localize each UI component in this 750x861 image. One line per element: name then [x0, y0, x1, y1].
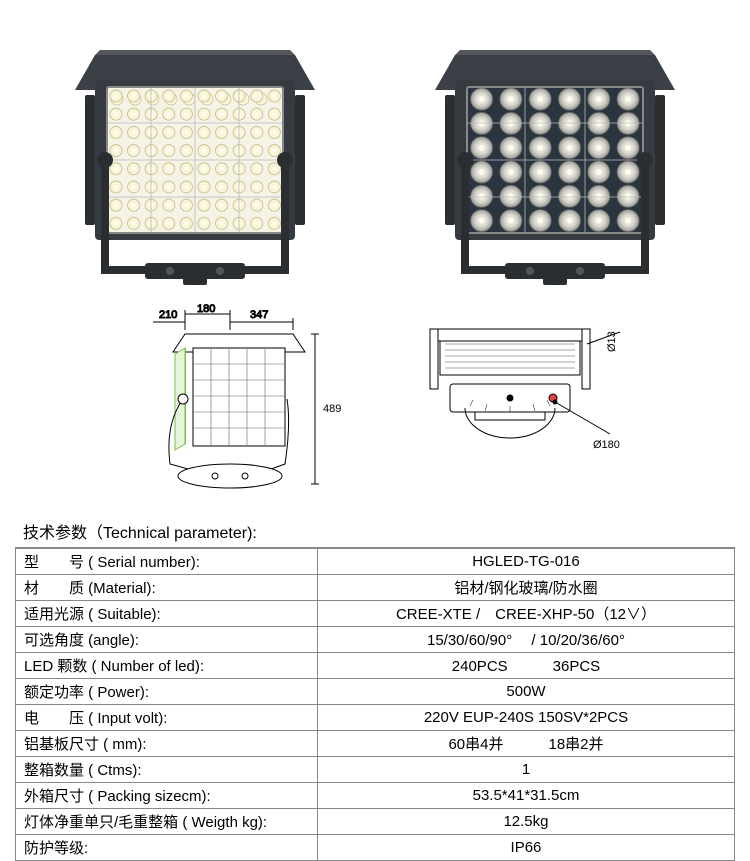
spec-label: 防护等级: [16, 835, 318, 861]
dim-210: 210 [159, 309, 177, 321]
spec-value: 500W [317, 679, 734, 705]
table-row: 防护等级:IP66 [16, 835, 735, 861]
spec-value: 铝材/钢化玻璃/防水圈 [317, 575, 734, 601]
diagram-side: 210 180 347 [115, 304, 355, 507]
spec-value: 1 [317, 757, 734, 783]
dim-347: 347 [250, 309, 268, 321]
spec-value: 53.5*41*31.5cm [317, 783, 734, 809]
spec-value: HGLED-TG-016 [317, 549, 734, 575]
spec-label: 铝基板尺寸 ( mm): [16, 731, 318, 757]
table-row: 型 号 ( Serial number):HGLED-TG-016 [16, 549, 735, 575]
spec-label: 外箱尺寸 ( Packing sizecm): [16, 783, 318, 809]
spec-value: CREE-XTE / CREE-XHP-50（12∨） [317, 601, 734, 627]
spec-label: LED 颗数 ( Number of led): [16, 653, 318, 679]
dim-489: 489 [323, 403, 341, 415]
spec-table: 型 号 ( Serial number):HGLED-TG-016材 质 (Ma… [15, 548, 735, 861]
spec-label: 灯体净重单只/毛重整箱 ( Weigth kg): [16, 809, 318, 835]
table-row: 铝基板尺寸 ( mm):60串4并 18串2并 [16, 731, 735, 757]
product-images [15, 15, 735, 295]
dim-180: 180 [197, 304, 215, 315]
section-title: 技术参数（Technical parameter): [15, 515, 735, 548]
diagram-rear: Ø13 Ø180 [415, 314, 635, 497]
spec-label: 电 压 ( Input volt): [16, 705, 318, 731]
spec-label: 额定功率 ( Power): [16, 679, 318, 705]
table-row: 材 质 (Material):铝材/钢化玻璃/防水圈 [16, 575, 735, 601]
dim-d180: Ø180 [593, 439, 620, 451]
dim-d13: Ø13 [606, 331, 618, 352]
table-row: LED 颗数 ( Number of led):240PCS 36PCS [16, 653, 735, 679]
spec-value: 60串4并 18串2并 [317, 731, 734, 757]
spec-value: 240PCS 36PCS [317, 653, 734, 679]
spec-label: 可选角度 (angle): [16, 627, 318, 653]
table-row: 额定功率 ( Power):500W [16, 679, 735, 705]
product-lamp-b [425, 25, 685, 295]
spec-value: 220V EUP-240S 150SV*2PCS [317, 705, 734, 731]
product-lamp-a [65, 25, 325, 295]
technical-diagrams: 210 180 347 [15, 305, 735, 505]
table-row: 外箱尺寸 ( Packing sizecm):53.5*41*31.5cm [16, 783, 735, 809]
spec-label: 材 质 (Material): [16, 575, 318, 601]
table-row: 可选角度 (angle):15/30/60/90° / 10/20/36/60° [16, 627, 735, 653]
table-row: 灯体净重单只/毛重整箱 ( Weigth kg):12.5kg [16, 809, 735, 835]
spec-value: 12.5kg [317, 809, 734, 835]
spec-value: IP66 [317, 835, 734, 861]
table-row: 适用光源 ( Suitable):CREE-XTE / CREE-XHP-50（… [16, 601, 735, 627]
spec-label: 适用光源 ( Suitable): [16, 601, 318, 627]
table-row: 电 压 ( Input volt):220V EUP-240S 150SV*2P… [16, 705, 735, 731]
spec-label: 型 号 ( Serial number): [16, 549, 318, 575]
table-row: 整箱数量 ( Ctms):1 [16, 757, 735, 783]
spec-value: 15/30/60/90° / 10/20/36/60° [317, 627, 734, 653]
spec-label: 整箱数量 ( Ctms): [16, 757, 318, 783]
